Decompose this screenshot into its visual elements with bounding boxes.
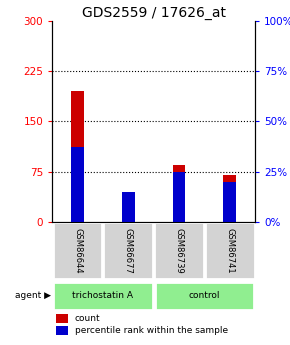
Bar <box>224 181 236 222</box>
Bar <box>173 165 185 222</box>
FancyBboxPatch shape <box>205 223 255 279</box>
FancyBboxPatch shape <box>104 223 153 279</box>
Text: control: control <box>189 291 220 300</box>
FancyBboxPatch shape <box>53 223 102 279</box>
FancyBboxPatch shape <box>53 282 153 310</box>
Title: GDS2559 / 17626_at: GDS2559 / 17626_at <box>82 6 226 20</box>
Bar <box>224 175 236 222</box>
Text: GSM86739: GSM86739 <box>175 228 184 274</box>
FancyBboxPatch shape <box>154 223 204 279</box>
Text: count: count <box>75 314 100 323</box>
Text: GSM86644: GSM86644 <box>73 228 82 274</box>
Text: agent ▶: agent ▶ <box>15 291 51 300</box>
Text: percentile rank within the sample: percentile rank within the sample <box>75 326 228 335</box>
Text: GSM86677: GSM86677 <box>124 228 133 274</box>
Text: trichostatin A: trichostatin A <box>72 291 133 300</box>
Bar <box>173 171 185 222</box>
Text: GSM86741: GSM86741 <box>225 228 234 274</box>
Bar <box>122 192 135 222</box>
Bar <box>56 326 68 335</box>
Bar <box>71 147 84 222</box>
Bar <box>56 314 68 323</box>
Bar <box>122 202 135 222</box>
Bar <box>71 91 84 222</box>
FancyBboxPatch shape <box>155 282 254 310</box>
